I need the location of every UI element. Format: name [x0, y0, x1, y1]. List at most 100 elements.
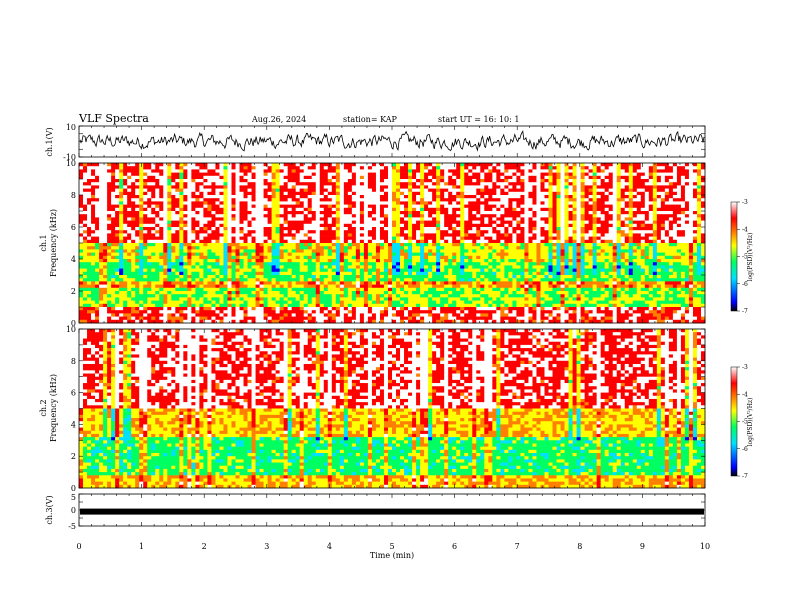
spectrogram-cell — [147, 223, 152, 228]
spectrogram-cell — [608, 243, 613, 247]
spectrogram-cell — [692, 214, 698, 218]
spectrogram-cell — [151, 207, 156, 212]
spectrogram-cell — [339, 214, 345, 218]
spectrogram-cell — [576, 239, 581, 244]
spectrogram-cell — [143, 243, 148, 247]
spectrogram-cell — [307, 204, 313, 209]
spectrogram-cell — [504, 220, 509, 225]
spectrogram-cell — [255, 236, 260, 241]
spectrogram-cell — [484, 188, 489, 193]
spectrogram-cell — [227, 255, 232, 260]
spectrogram-cell — [143, 223, 148, 228]
spectrogram-cell — [99, 182, 104, 186]
spectrogram-cell — [624, 204, 630, 209]
spectrogram-cell — [588, 179, 593, 183]
spectrogram-cell — [259, 172, 264, 177]
spectrogram-cell — [159, 249, 164, 253]
spectrogram-cell — [175, 255, 180, 260]
spectrogram-cell — [271, 163, 276, 167]
spectrogram-cell — [664, 233, 670, 237]
spectrogram-cell — [504, 227, 509, 231]
spectrogram-cell — [668, 217, 674, 221]
spectrogram-cell — [335, 252, 341, 257]
spectrogram-cell — [251, 182, 256, 186]
spectrogram-cell — [243, 191, 248, 196]
spectrogram-cell — [363, 182, 369, 186]
spectrogram-cell — [652, 195, 658, 199]
spectrogram-cell — [115, 163, 120, 167]
spectrogram-cell — [135, 217, 140, 221]
spectrogram-cell — [468, 220, 473, 225]
spectrogram-cell — [175, 249, 180, 253]
spectrogram-cell — [379, 217, 385, 221]
spectrogram-cell — [167, 195, 172, 199]
spectrogram-cell — [492, 179, 497, 183]
spectrogram-cell — [111, 230, 116, 234]
spectrogram-cell — [476, 259, 481, 263]
spectrogram-cell — [552, 255, 557, 260]
spectrogram-cell — [408, 252, 413, 257]
spectrogram-cell — [271, 188, 276, 193]
spectrogram-cell — [387, 217, 393, 221]
spectrogram-cell — [572, 172, 577, 177]
spectrogram-cell — [95, 214, 100, 218]
spectrogram-cell — [127, 188, 132, 193]
spectrogram-cell — [79, 188, 84, 193]
spectrogram-cell — [468, 182, 473, 186]
spectrogram-cell — [460, 172, 465, 177]
spectrogram-cell — [207, 185, 212, 189]
spectrogram-cell — [207, 182, 212, 186]
spectrogram-cell — [239, 211, 244, 215]
spectrogram-cell — [99, 204, 104, 209]
spectrogram-cell — [444, 243, 449, 247]
spectrogram-cell — [428, 217, 433, 221]
spectrogram-cell — [311, 239, 317, 244]
spectrogram-cell — [99, 211, 104, 215]
spectrogram-cell — [275, 179, 280, 183]
spectrogram-cell — [580, 227, 585, 231]
spectrogram-cell — [680, 166, 686, 170]
spectrogram-cell — [448, 191, 453, 196]
spectrogram-cell — [616, 233, 622, 237]
spectrogram-cell — [343, 172, 349, 177]
spectrogram-cell — [379, 214, 385, 218]
spectrogram-cell — [339, 179, 345, 183]
spectrogram-cell — [327, 175, 333, 180]
spectrogram-cell — [123, 166, 128, 170]
spectrogram-cell — [612, 207, 618, 212]
spectrogram-cell — [243, 239, 248, 244]
spectrogram-cell — [327, 230, 333, 234]
spectrogram-cell — [492, 255, 497, 260]
spectrogram-cell — [199, 191, 204, 196]
spectrogram-cell — [620, 217, 626, 221]
spectrogram-cell — [600, 243, 605, 247]
spectrogram-cell — [464, 223, 469, 228]
spectrogram-cell — [404, 163, 409, 167]
spectrogram-cell — [251, 201, 256, 205]
spectrogram-cell — [616, 249, 622, 253]
spectrogram-cell — [303, 198, 309, 202]
spectrogram-cell — [143, 195, 148, 199]
spectrogram-cell — [315, 204, 321, 209]
spectrogram-cell — [295, 227, 300, 231]
spectrogram-cell — [520, 166, 525, 170]
spectrogram-cell — [552, 259, 557, 263]
spectrogram-cell — [552, 236, 557, 241]
spectrogram-cell — [556, 169, 561, 173]
spectrogram-cell — [420, 239, 425, 244]
spectrogram-cell — [632, 233, 638, 237]
spectrogram-cell — [628, 214, 634, 218]
spectrogram-cell — [568, 166, 573, 170]
spectrogram-cell — [151, 255, 156, 260]
spectrogram-cell — [504, 255, 509, 260]
spectrogram-cell — [267, 223, 272, 228]
spectrogram-cell — [440, 166, 445, 170]
spectrogram-cell — [383, 223, 389, 228]
spectrogram-cell — [307, 243, 313, 247]
spectrogram-cell — [580, 207, 585, 212]
spectrogram-cell — [87, 191, 92, 196]
spectrogram-cell — [151, 227, 156, 231]
spectrogram-cell — [383, 259, 389, 263]
spectrogram-cell — [420, 220, 425, 225]
spectrogram-cell — [496, 195, 501, 199]
